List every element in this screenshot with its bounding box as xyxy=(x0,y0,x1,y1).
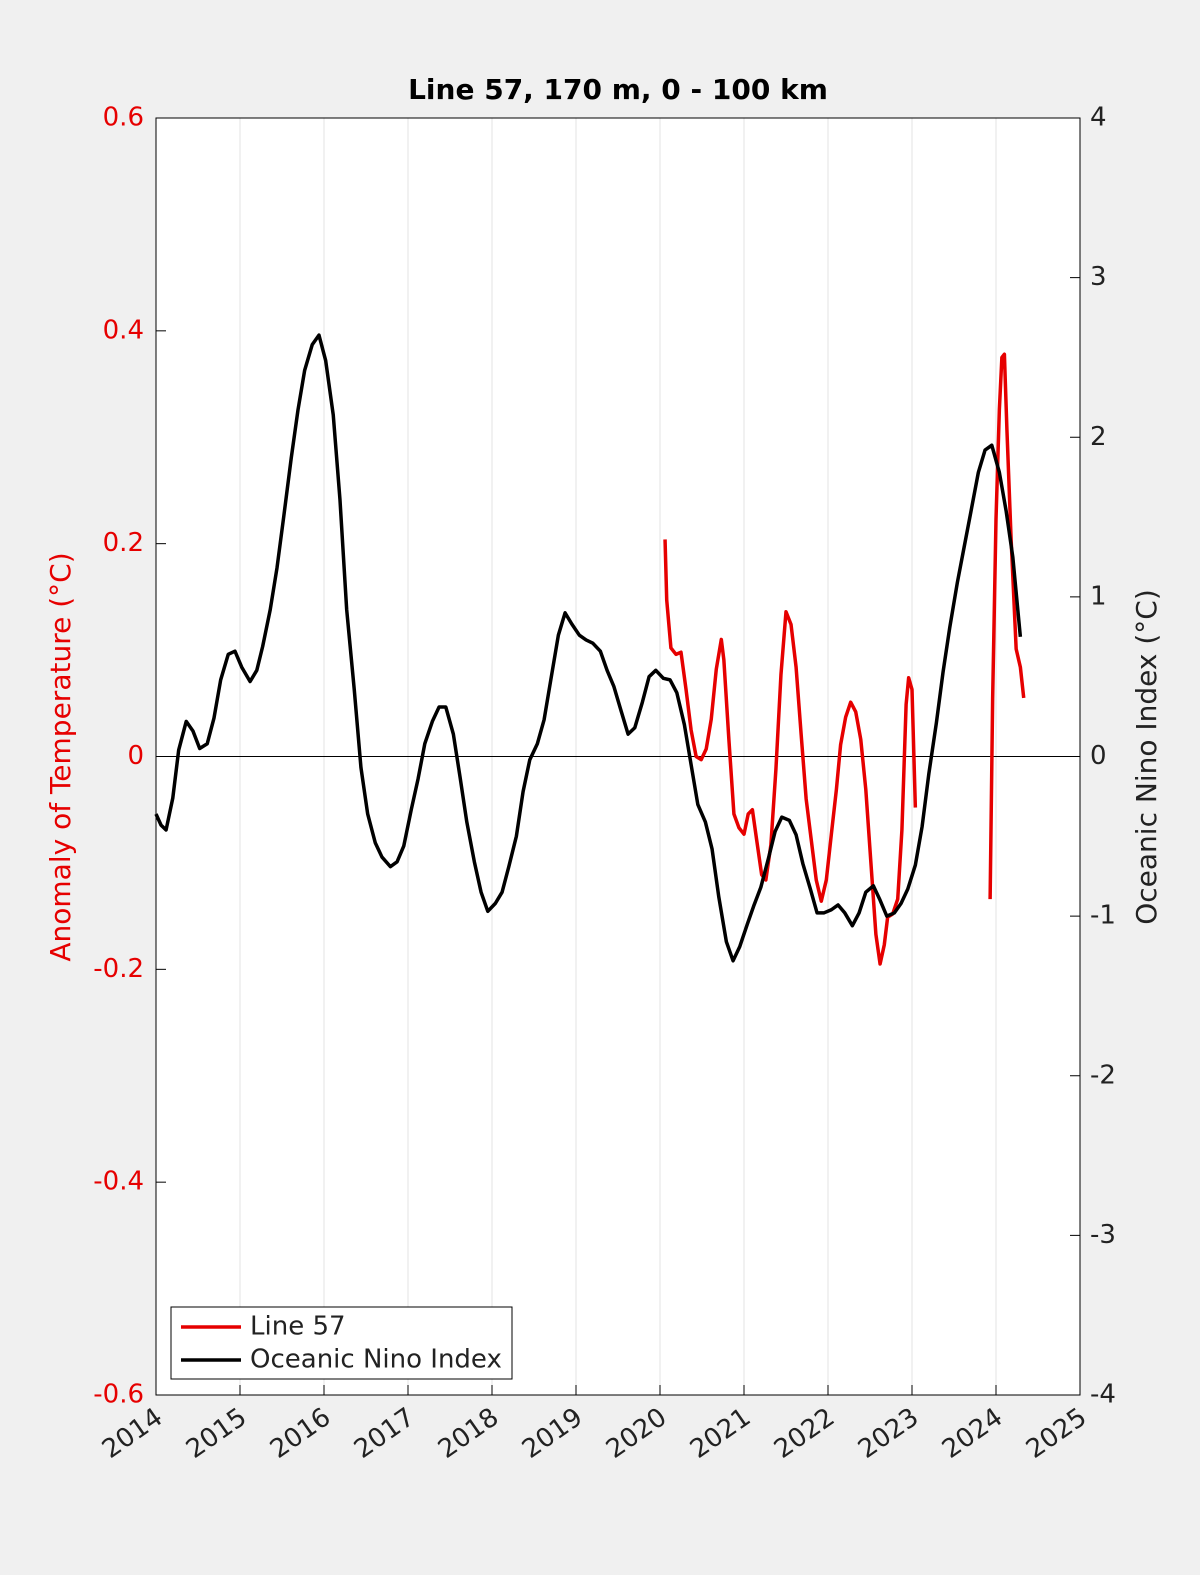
y2-tick-label: -4 xyxy=(1090,1380,1116,1410)
x-tick-label: 2023 xyxy=(853,1402,924,1465)
x-tick-label: 2020 xyxy=(601,1402,672,1465)
legend-box xyxy=(170,1306,513,1380)
x-tick-label: 2022 xyxy=(769,1402,840,1465)
y2-tick-label: -2 xyxy=(1090,1060,1116,1090)
y-tick-label: 0.4 xyxy=(103,315,144,345)
x-tick-label: 2015 xyxy=(181,1402,252,1465)
x-tick-label: 2025 xyxy=(1021,1402,1092,1465)
x-tick-label: 2014 xyxy=(97,1402,168,1465)
marks xyxy=(154,333,1080,966)
x-tick-label: 2019 xyxy=(517,1402,588,1465)
y-axis-label: Anomaly of Temperature (°C) xyxy=(44,552,77,961)
x-tick-label: 2018 xyxy=(433,1402,504,1465)
y2-tick-label: 0 xyxy=(1090,741,1107,771)
y2-tick-label: 4 xyxy=(1090,103,1107,133)
y2-tick-label: 1 xyxy=(1090,581,1107,611)
chart-title: Line 57, 170 m, 0 - 100 km xyxy=(408,73,828,106)
y2-tick-label: -3 xyxy=(1090,1220,1116,1250)
legend-label: Line 57 xyxy=(250,1312,346,1342)
x-tick-label: 2017 xyxy=(349,1402,420,1465)
y-tick-label: -0.2 xyxy=(93,954,144,984)
y-tick-label: 0 xyxy=(127,741,144,771)
y-tick-label: -0.6 xyxy=(93,1380,144,1410)
y-tick-label: -0.4 xyxy=(93,1167,144,1197)
x-tick-label: 2016 xyxy=(265,1402,336,1465)
x-tick-label: 2024 xyxy=(937,1402,1008,1465)
y2-tick-label: 2 xyxy=(1090,422,1107,452)
y2-tick-label: 3 xyxy=(1090,262,1107,292)
series-line xyxy=(663,352,1026,966)
x-tick-label: 2021 xyxy=(685,1402,756,1465)
y2-tick-label: -1 xyxy=(1090,901,1116,931)
series-line xyxy=(154,333,1023,963)
y-tick-label: 0.2 xyxy=(103,528,144,558)
legend-label: Oceanic Nino Index xyxy=(250,1345,502,1375)
y-tick-label: 0.6 xyxy=(103,103,144,133)
y2-axis-label: Oceanic Nino Index (°C) xyxy=(1130,589,1163,925)
